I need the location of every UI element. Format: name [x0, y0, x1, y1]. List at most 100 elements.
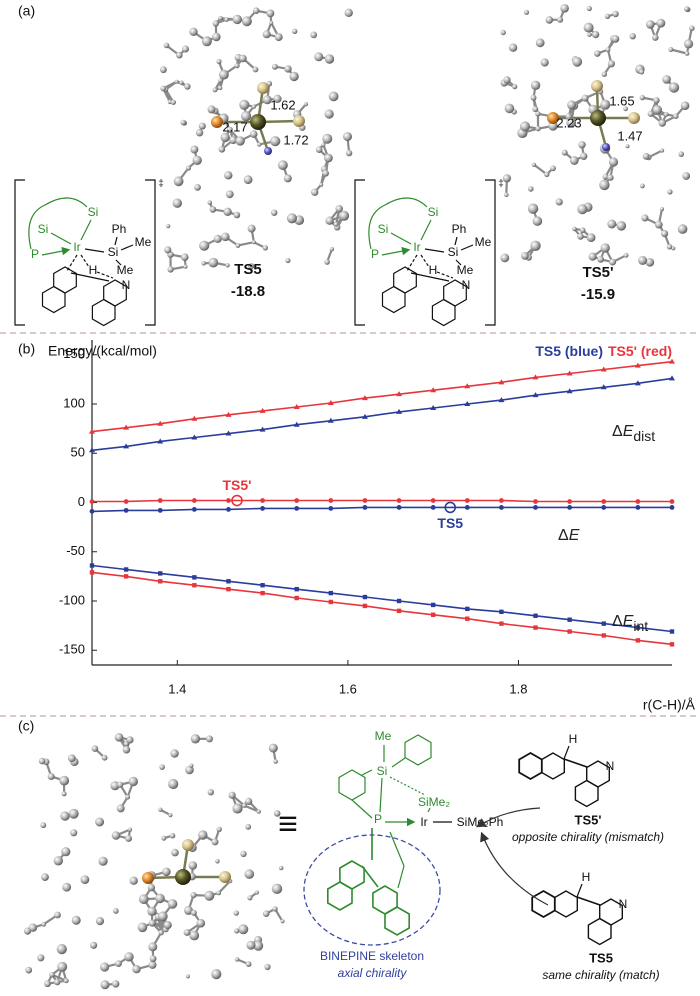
molecule-atom: [204, 890, 215, 901]
point: [634, 362, 641, 368]
molecule-atom: [278, 865, 284, 871]
molecule-atom: [95, 817, 105, 827]
molecule-atom: [609, 258, 616, 266]
point: [567, 505, 573, 510]
molecule-atom: [116, 804, 125, 813]
ring: [404, 734, 432, 766]
molecule-atom: [289, 71, 299, 82]
energy-value: -18.8: [231, 283, 265, 300]
distance-label: 2.23: [556, 115, 581, 130]
molecule-atom: [206, 735, 213, 743]
molecule-atom: [232, 803, 243, 814]
molecule-atom: [211, 969, 222, 980]
molecule-atom: [557, 16, 564, 23]
bond: [84, 248, 105, 253]
molecule-atom: [159, 764, 165, 770]
molecule-atom: [216, 890, 222, 896]
molecule-atom: [547, 112, 559, 124]
molecule-atom: [601, 71, 607, 77]
molecule-atom: [266, 9, 275, 18]
structure-name: TS5: [234, 261, 262, 278]
point: [601, 633, 606, 638]
x-tick-label: 1.8: [509, 681, 527, 696]
bond: [368, 197, 428, 250]
molecule-atom: [168, 778, 179, 790]
atom-label: H: [569, 732, 578, 746]
molecule-atom: [61, 847, 71, 857]
molecule-atom: [597, 255, 604, 263]
molecule-atom: [163, 42, 170, 49]
molecule-atom: [567, 100, 577, 110]
curve-label-delta: Δ: [558, 527, 569, 544]
point: [396, 498, 402, 503]
molecule-atom: [59, 775, 70, 786]
series-line: [91, 564, 673, 633]
molecule-atom: [212, 20, 219, 27]
molecule-atom: [583, 22, 594, 33]
molecule-atom: [172, 198, 182, 208]
molecule-atom: [504, 192, 509, 198]
point: [533, 625, 538, 630]
point: [669, 505, 675, 510]
molecule-atom: [272, 906, 278, 912]
molecule-atom: [158, 929, 164, 936]
molecule-atom: [167, 899, 178, 909]
molecule-atom: [44, 980, 51, 988]
point: [430, 505, 436, 510]
molecule-atom: [246, 940, 256, 950]
molecule-atom: [211, 838, 219, 846]
point: [89, 570, 95, 575]
series-line: [91, 571, 673, 646]
molecule-atom: [242, 803, 247, 808]
atom-label: Me: [457, 263, 474, 277]
bond: [420, 254, 430, 268]
point: [259, 426, 266, 432]
point: [396, 391, 403, 397]
point: [327, 400, 334, 406]
molecule-atom: [319, 182, 324, 187]
molecule-atom: [244, 869, 255, 879]
molecule-atom: [661, 230, 669, 238]
curve-label: ΔEint: [612, 613, 648, 633]
molecule-atom: [271, 883, 283, 894]
atom-label: P: [374, 812, 382, 826]
point: [533, 613, 538, 618]
molecule-atom: [586, 5, 592, 12]
molecule-atom: [504, 103, 515, 114]
series-line: [91, 360, 673, 433]
distance-label: 2.17: [222, 119, 247, 134]
point: [362, 505, 368, 510]
molecule-atom: [579, 227, 586, 233]
atom-label: N: [122, 278, 131, 292]
molecule-atom: [195, 129, 204, 137]
point: [567, 629, 572, 634]
molecule-atom: [189, 930, 200, 941]
molecule-atom: [530, 94, 537, 101]
molecule-atom: [608, 157, 619, 167]
bond: [455, 259, 462, 266]
point: [123, 499, 129, 504]
molecule-atom: [286, 213, 297, 224]
molecule-atom: [652, 105, 662, 115]
point: [89, 563, 95, 568]
substrate-note: same chirality (match): [542, 968, 659, 982]
molecule-atom: [180, 119, 186, 126]
molecule-atom: [235, 136, 245, 146]
highlight-label: TS5': [222, 477, 251, 493]
curve-label-sub: dist: [633, 428, 655, 444]
molecule-atom: [207, 789, 214, 796]
molecule-atom: [245, 961, 252, 967]
ring: [91, 298, 116, 327]
molecule-atom: [544, 171, 550, 178]
molecule-atom: [639, 94, 645, 101]
molecule-atom: [577, 233, 584, 240]
molecule-atom: [315, 146, 323, 153]
point: [464, 505, 470, 510]
substrate-note: opposite chirality (mismatch): [512, 830, 664, 844]
ring: [574, 779, 599, 808]
point: [430, 404, 437, 410]
molecule-atom: [577, 204, 588, 215]
molecule-bond: [217, 880, 231, 894]
molecule-atom: [185, 165, 191, 171]
